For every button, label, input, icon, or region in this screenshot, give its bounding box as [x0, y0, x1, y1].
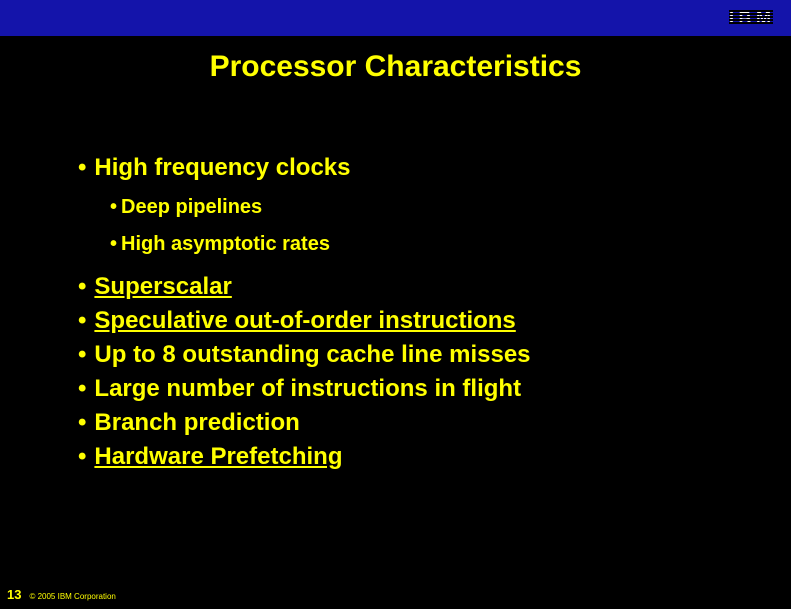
- slide-title: Processor Characteristics: [0, 50, 791, 84]
- bullet-main-1-text: High frequency clocks: [94, 154, 350, 181]
- bullet-sub-1: •Deep pipelines: [110, 196, 531, 219]
- bullet-item: •Large number of instructions in flight: [78, 374, 531, 404]
- bullet-sub-2-text: High asymptotic rates: [121, 233, 330, 255]
- bullet-item-text: Large number of instructions in flight: [94, 375, 521, 402]
- bullet-item: •Up to 8 outstanding cache line misses: [78, 340, 531, 370]
- bullet-item-text: Up to 8 outstanding cache line misses: [94, 341, 530, 368]
- bullet-list-2: •Superscalar •Speculative out-of-order in…: [78, 272, 531, 472]
- bullet-item: •Speculative out-of-order instructions: [78, 306, 531, 336]
- bullet-item-text: Hardware Prefetching: [94, 443, 342, 470]
- bullet-main-1: •High frequency clocks: [78, 154, 531, 182]
- bullet-item: •Branch prediction: [78, 408, 531, 438]
- page-number: 13: [7, 587, 21, 602]
- slide-content: •High frequency clocks •Deep pipelines •…: [78, 154, 531, 476]
- bullet-sub-2: •High asymptotic rates: [110, 233, 531, 256]
- bullet-item: •Superscalar: [78, 272, 531, 302]
- bullet-item-text: Speculative out-of-order instructions: [94, 307, 515, 334]
- bullet-item-text: Superscalar: [94, 273, 231, 300]
- copyright-text: © 2005 IBM Corporation: [29, 592, 115, 601]
- bullet-item-text: Branch prediction: [94, 409, 299, 436]
- header-bar: IBM: [0, 0, 791, 36]
- bullet-item: •Hardware Prefetching: [78, 442, 531, 472]
- footer: 13 © 2005 IBM Corporation: [7, 587, 116, 602]
- ibm-logo: IBM: [729, 8, 773, 26]
- bullet-sub-1-text: Deep pipelines: [121, 196, 262, 218]
